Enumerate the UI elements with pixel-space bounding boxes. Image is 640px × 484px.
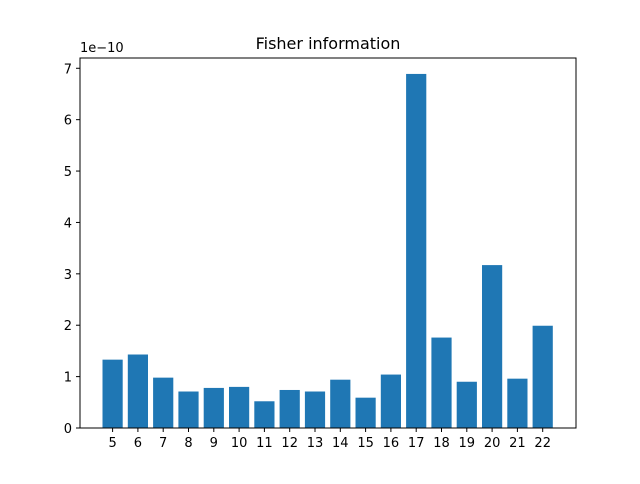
bar-22 [532,325,553,428]
y-tick-label-7: 7 [64,62,72,77]
bar-6 [127,354,148,428]
x-tick-label-16: 16 [383,436,400,451]
y-tick-label-6: 6 [64,114,72,129]
y-tick-label-4: 4 [64,216,72,231]
x-tick-label-8: 8 [184,436,192,451]
bar-17 [406,73,427,429]
y-axis-ticks: 0 1 2 3 4 5 6 7 [64,62,80,437]
x-tick-label-10: 10 [231,436,248,451]
y-tick-label-1: 1 [64,371,72,386]
chart-title: Fisher information [256,34,401,53]
x-tick-label-5: 5 [108,436,116,451]
bar-16 [380,374,401,428]
y-tick-label-5: 5 [64,165,72,180]
x-tick-label-6: 6 [134,436,142,451]
bar-12 [279,389,300,428]
x-tick-label-18: 18 [433,436,450,451]
plot-frame [79,57,577,429]
bar-19 [456,381,477,428]
x-tick-label-20: 20 [484,436,501,451]
x-tick-label-21: 21 [509,436,526,451]
bar-15 [355,397,376,428]
bar-10 [229,386,250,428]
x-tick-label-7: 7 [159,436,167,451]
bar-13 [304,391,326,428]
x-tick-label-15: 15 [357,436,374,451]
bar-21 [507,378,528,428]
x-tick-label-11: 11 [256,436,273,451]
bar-9 [203,387,224,428]
y-axis-offset-label: 1e−10 [80,41,124,56]
bar-11 [254,401,275,428]
x-axis-ticks: 5 6 7 8 9 10 11 12 13 14 15 16 17 18 19 20 21 22 [108,428,551,451]
x-tick-label-22: 22 [534,436,551,451]
x-tick-label-14: 14 [332,436,349,451]
x-tick-label-17: 17 [408,436,425,451]
x-tick-label-13: 13 [307,436,324,451]
bar-5 [102,359,123,428]
bar-8 [178,391,199,428]
y-tick-label-2: 2 [64,319,72,334]
x-tick-label-19: 19 [459,436,476,451]
bar-7 [153,377,174,428]
y-tick-label-3: 3 [64,268,72,283]
bar-14 [330,379,351,428]
bar-20 [482,265,503,428]
x-tick-label-12: 12 [281,436,298,451]
y-tick-label-0: 0 [64,422,72,437]
bars-group [102,73,553,429]
x-tick-label-9: 9 [210,436,218,451]
bar-18 [431,337,452,428]
